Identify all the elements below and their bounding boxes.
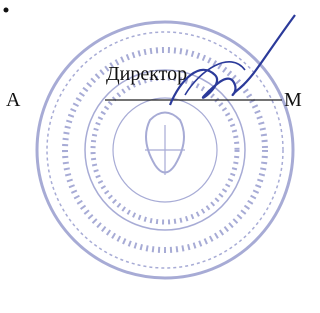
dot [4,8,9,13]
stamp [37,22,293,278]
position-title: Директор [106,63,187,85]
signature [170,15,295,105]
name-fragment-right: М [284,89,302,111]
page: Директор . А М (() => { const data = JSO… [0,0,313,313]
document-scan: Директор . А М [0,0,313,313]
name-fragment-left: . А [0,89,21,111]
stamp-emblem-detail [145,125,185,175]
